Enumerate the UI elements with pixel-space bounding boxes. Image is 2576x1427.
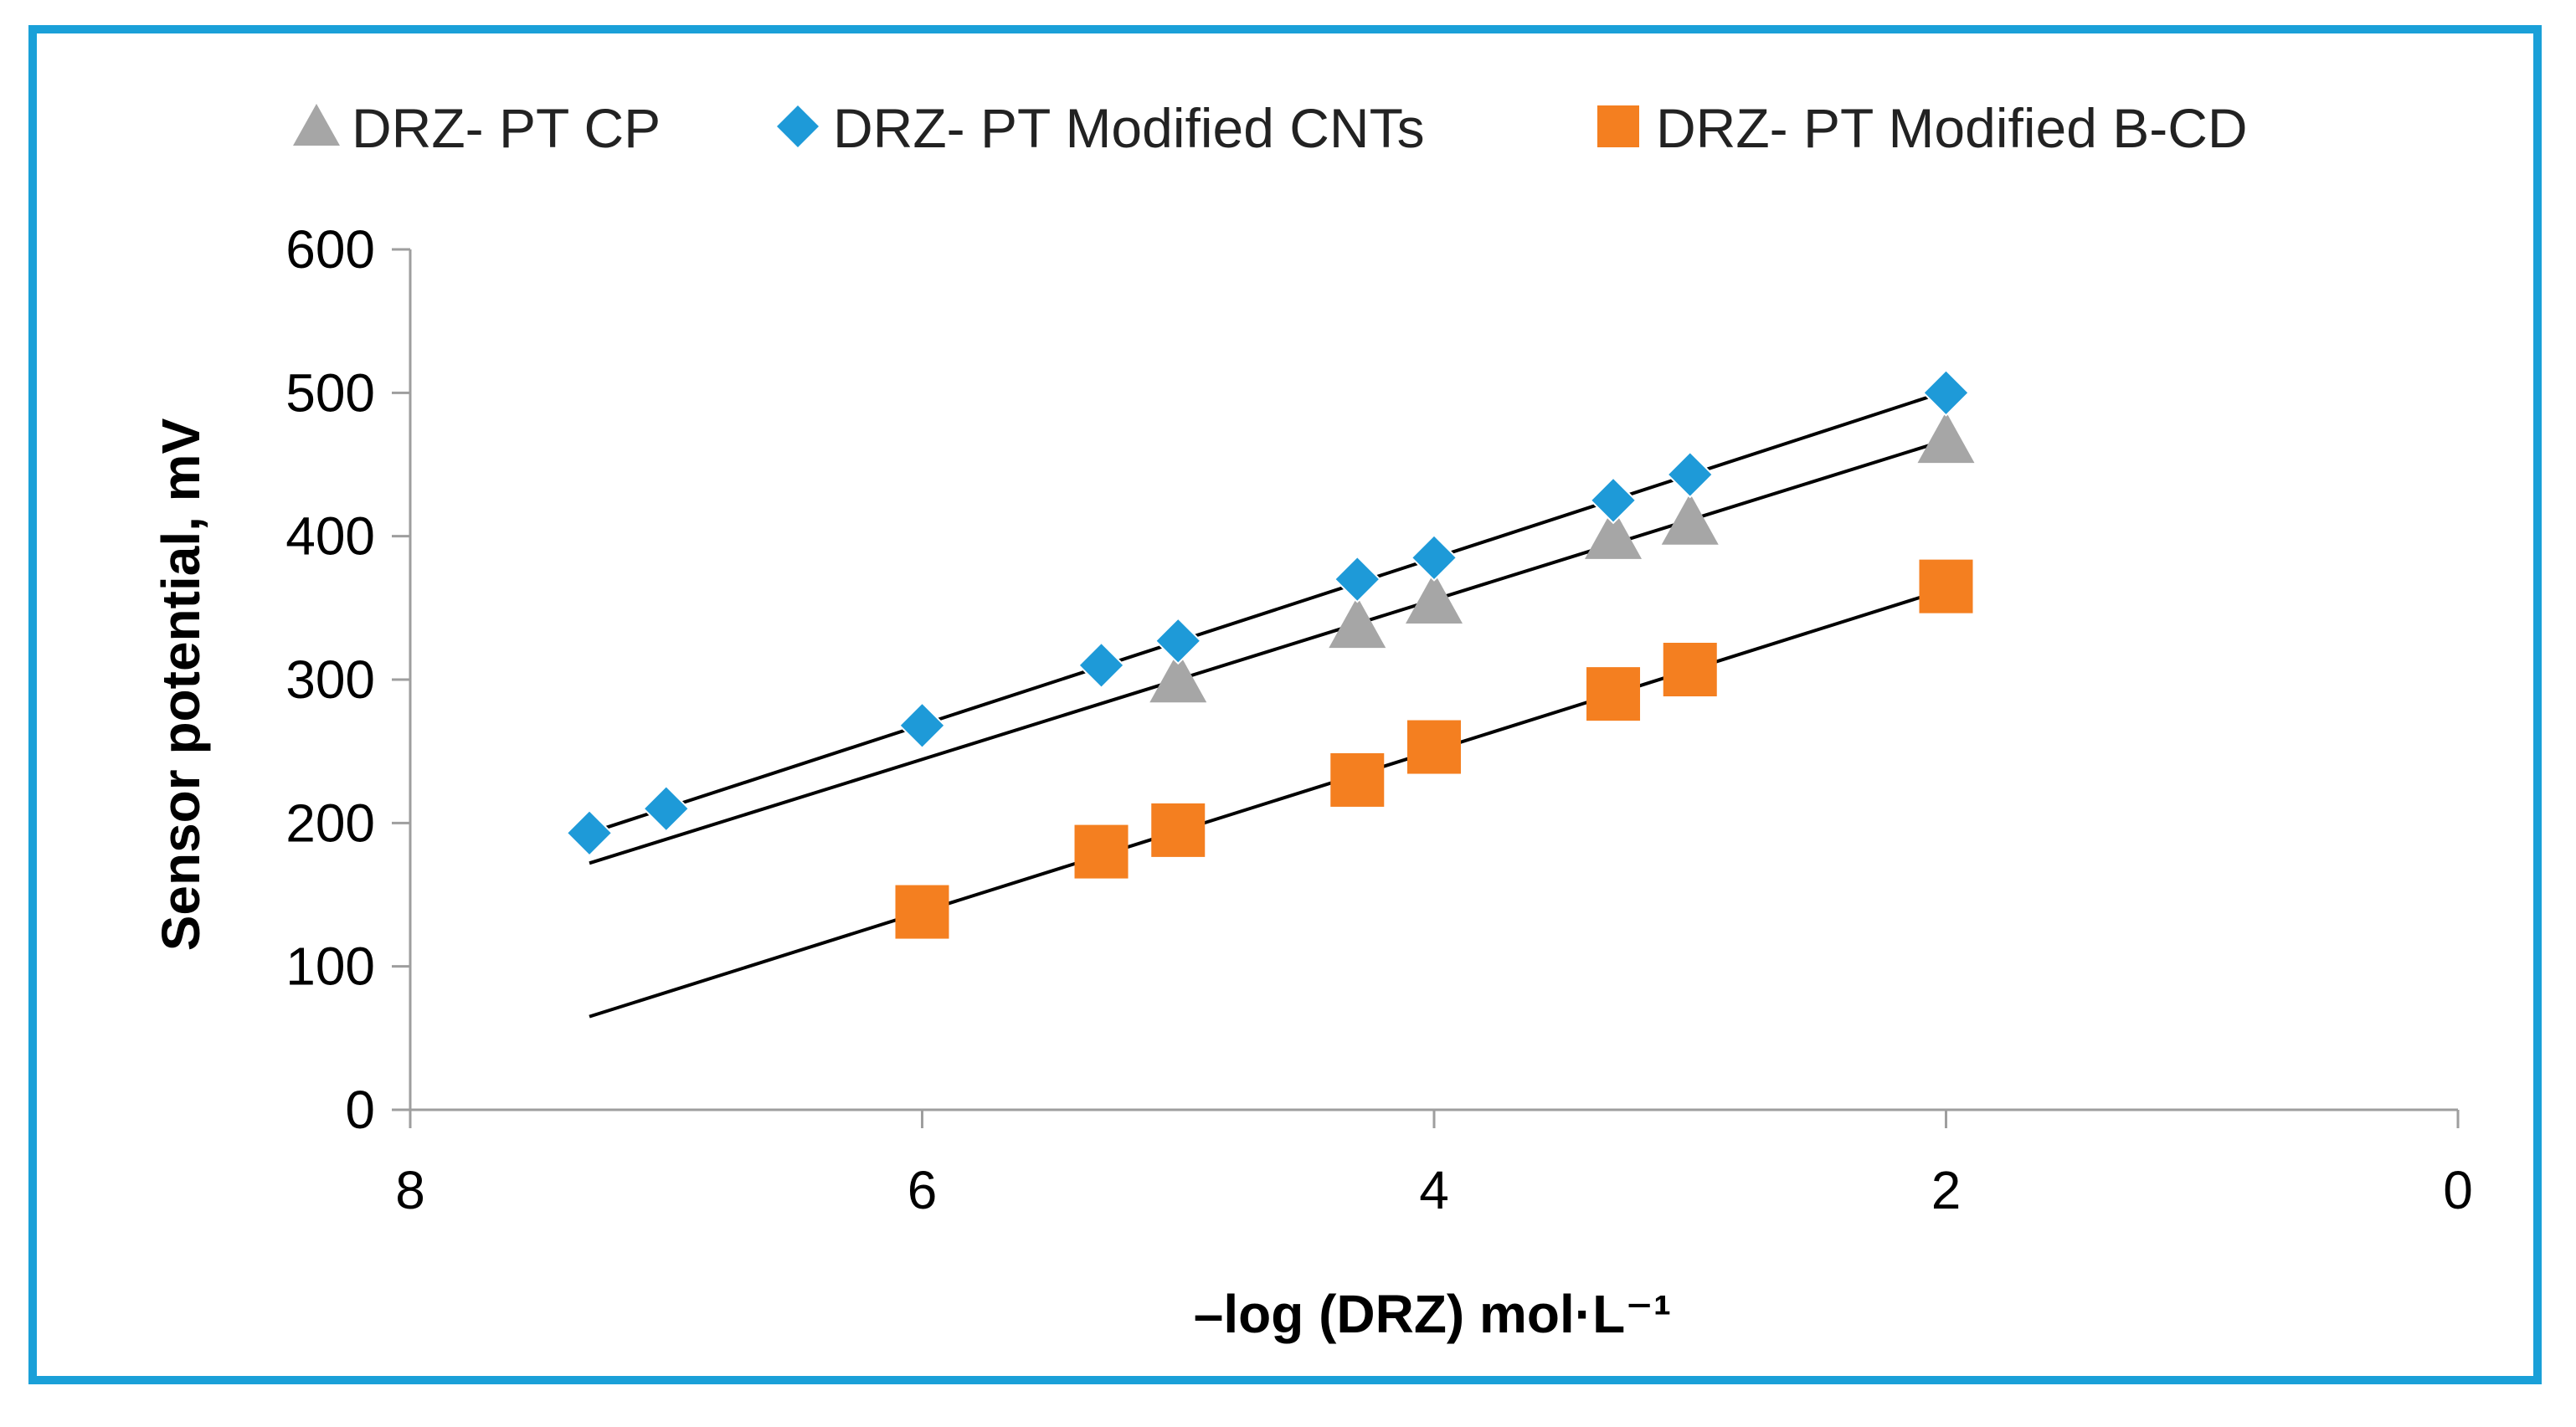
y-tick-label: 500	[285, 362, 375, 423]
y-tick-label: 300	[285, 649, 375, 710]
legend: DRZ- PT CP DRZ- PT Modified CNTs DRZ- PT…	[293, 97, 2248, 159]
data-point-diamond	[1077, 641, 1125, 690]
axes: 0 100 200 300 400 500 600 8 6 4 2 0	[285, 219, 2473, 1220]
y-tick-label: 200	[285, 793, 375, 853]
data-point-diamond	[642, 784, 691, 833]
legend-item-cp: DRZ- PT CP	[293, 97, 661, 159]
data-point-square	[1330, 752, 1385, 807]
data-markers	[565, 368, 1975, 939]
data-point-triangle	[1406, 572, 1463, 624]
x-tick-label: 6	[908, 1160, 938, 1220]
data-point-square	[1407, 720, 1461, 774]
data-point-diamond	[1922, 368, 1970, 417]
chart-frame	[28, 25, 2542, 1384]
x-tick-label: 0	[2443, 1160, 2473, 1220]
y-tick-label: 0	[345, 1080, 375, 1140]
data-point-square	[1074, 824, 1129, 879]
legend-label-cnts: DRZ- PT Modified CNTs	[833, 97, 1425, 159]
x-axis-title: –log (DRZ) mol·L⁻¹	[1194, 1284, 1672, 1344]
data-point-diamond	[1333, 555, 1381, 603]
legend-marker-triangle	[293, 104, 340, 146]
data-point-square	[1919, 559, 1973, 613]
legend-marker-square	[1597, 105, 1639, 147]
legend-label-cp: DRZ- PT CP	[352, 97, 661, 159]
trendlines	[589, 389, 1947, 1019]
y-tick-label: 600	[285, 219, 375, 280]
data-point-diamond	[1666, 450, 1715, 499]
y-axis-title: Sensor potential, mV	[151, 418, 211, 951]
data-point-triangle	[1149, 651, 1207, 703]
trendline	[589, 389, 1947, 835]
legend-marker-diamond	[777, 105, 819, 147]
x-tick-label: 2	[1931, 1160, 1962, 1220]
y-tick-label: 100	[285, 937, 375, 997]
x-tick-label: 8	[395, 1160, 425, 1220]
data-point-square	[895, 885, 949, 939]
y-tick-label: 400	[285, 506, 375, 567]
x-tick-label: 4	[1419, 1160, 1449, 1220]
legend-label-bcd: DRZ- PT Modified B-CD	[1656, 97, 2248, 159]
data-point-square	[1151, 803, 1206, 857]
data-point-triangle	[1661, 493, 1719, 545]
data-point-diamond	[1589, 476, 1638, 525]
data-point-square	[1586, 667, 1641, 721]
data-point-triangle	[1329, 596, 1386, 649]
data-point-diamond	[1154, 617, 1202, 665]
legend-item-bcd: DRZ- PT Modified B-CD	[1597, 97, 2248, 159]
data-point-square	[1663, 643, 1717, 697]
data-point-diamond	[565, 808, 614, 857]
data-point-triangle	[1585, 507, 1643, 559]
trendline	[589, 438, 1947, 865]
data-point-triangle	[1917, 411, 1975, 464]
legend-item-cnts: DRZ- PT Modified CNTs	[777, 97, 1425, 159]
data-point-diamond	[898, 701, 946, 750]
data-point-diamond	[1410, 533, 1458, 582]
trendline	[589, 588, 1947, 1019]
